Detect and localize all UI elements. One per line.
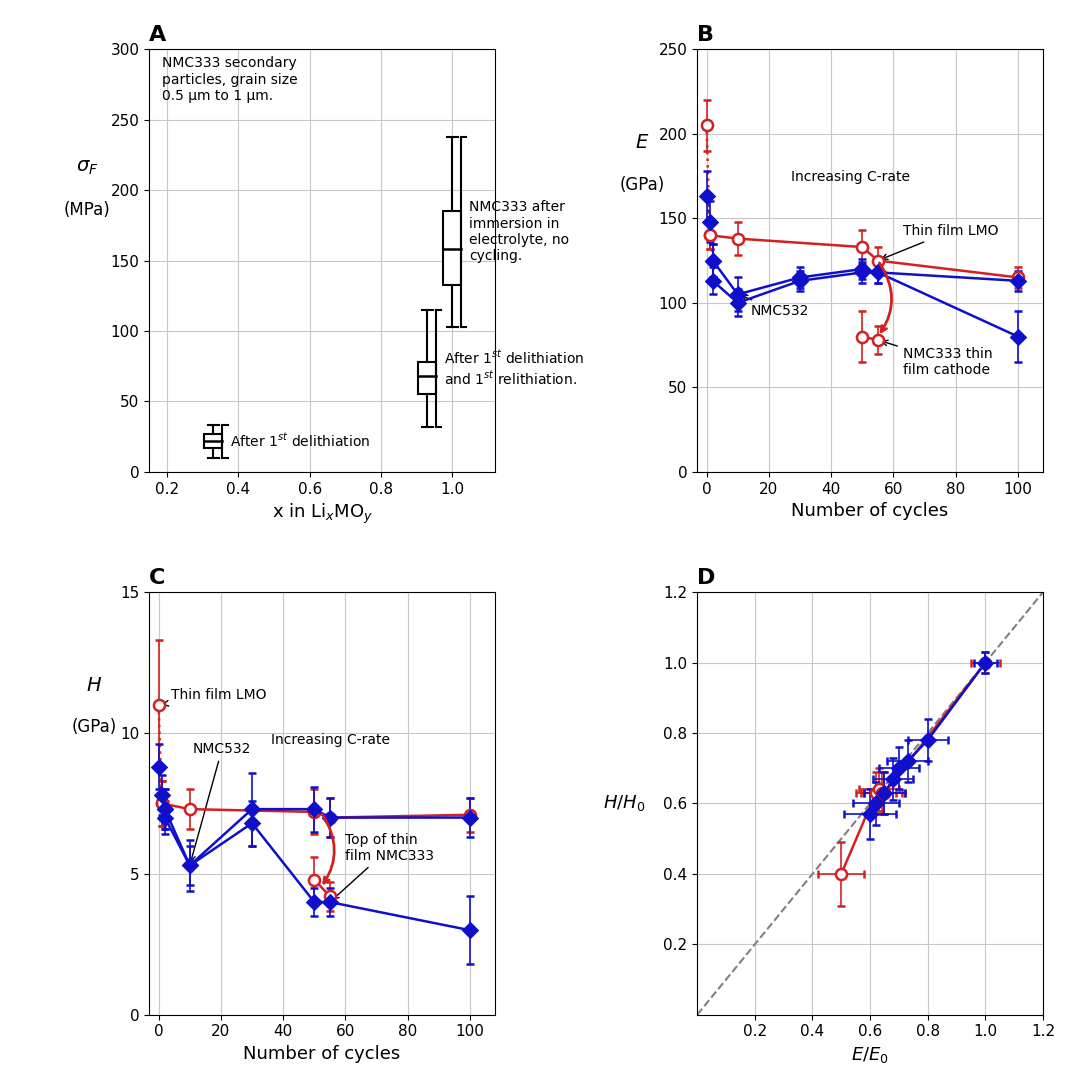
- Bar: [443, 211, 461, 284]
- Text: After 1$^{st}$ delithiation: After 1$^{st}$ delithiation: [230, 432, 370, 449]
- Bar: [418, 362, 436, 395]
- Text: C: C: [149, 568, 165, 588]
- Text: NMC333 secondary
particles, grain size
0.5 μm to 1 μm.: NMC333 secondary particles, grain size 0…: [162, 57, 297, 102]
- Text: B: B: [698, 25, 714, 45]
- Text: Thin film LMO: Thin film LMO: [882, 225, 998, 259]
- X-axis label: x in Li$_x$MO$_y$: x in Li$_x$MO$_y$: [271, 502, 373, 526]
- X-axis label: Number of cycles: Number of cycles: [792, 502, 948, 520]
- Text: D: D: [698, 568, 716, 588]
- Text: NMC333 thin
film cathode: NMC333 thin film cathode: [882, 340, 993, 377]
- Text: A: A: [149, 25, 166, 45]
- Text: NMC532: NMC532: [190, 742, 252, 861]
- X-axis label: Number of cycles: Number of cycles: [243, 1045, 401, 1063]
- Text: NMC532: NMC532: [742, 295, 809, 317]
- Text: Increasing C-rate: Increasing C-rate: [271, 734, 390, 748]
- Text: (MPa): (MPa): [64, 201, 110, 219]
- Text: $E$: $E$: [635, 133, 649, 152]
- Text: Thin film LMO: Thin film LMO: [163, 688, 267, 706]
- X-axis label: $E/E_0$: $E/E_0$: [851, 1045, 889, 1065]
- Y-axis label: $H/H_0$: $H/H_0$: [604, 794, 646, 813]
- Text: Increasing C-rate: Increasing C-rate: [791, 170, 909, 184]
- Text: $H$: $H$: [86, 676, 102, 694]
- Text: Top of thin
film NMC333: Top of thin film NMC333: [333, 833, 434, 899]
- Text: $\sigma_F$: $\sigma_F$: [76, 158, 98, 177]
- Bar: [204, 434, 222, 448]
- Text: NMC333 after
immersion in
electrolyte, no
cycling.: NMC333 after immersion in electrolyte, n…: [469, 201, 569, 263]
- Text: After 1$^{st}$ delithiation
and 1$^{st}$ relithiation.: After 1$^{st}$ delithiation and 1$^{st}$…: [444, 349, 584, 387]
- Text: (GPa): (GPa): [71, 718, 117, 737]
- Text: (GPa): (GPa): [619, 175, 664, 194]
